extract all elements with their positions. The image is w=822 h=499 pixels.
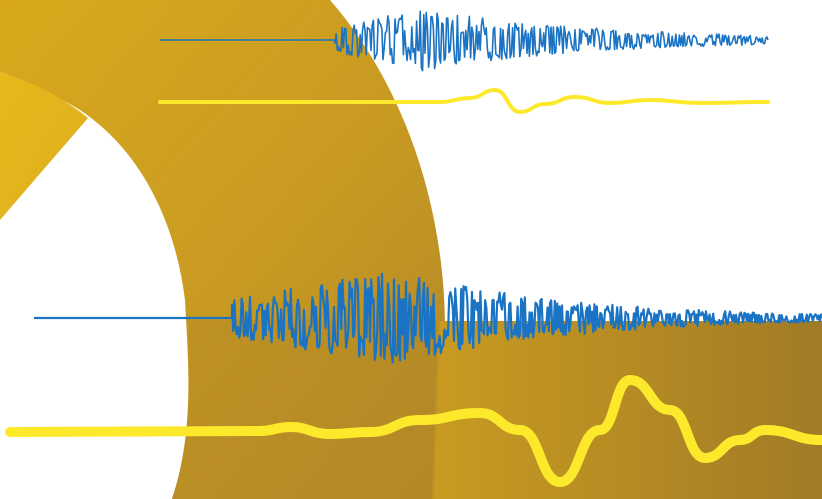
wave-trace-top [158,88,770,114]
wave-trace-bottom [5,375,822,487]
seismogram-trace-top [160,10,769,72]
gold-wedge [0,72,88,220]
gold-arc-shade [172,320,440,499]
seismogram-trace-bottom [34,272,822,364]
gold-panel [432,321,822,499]
